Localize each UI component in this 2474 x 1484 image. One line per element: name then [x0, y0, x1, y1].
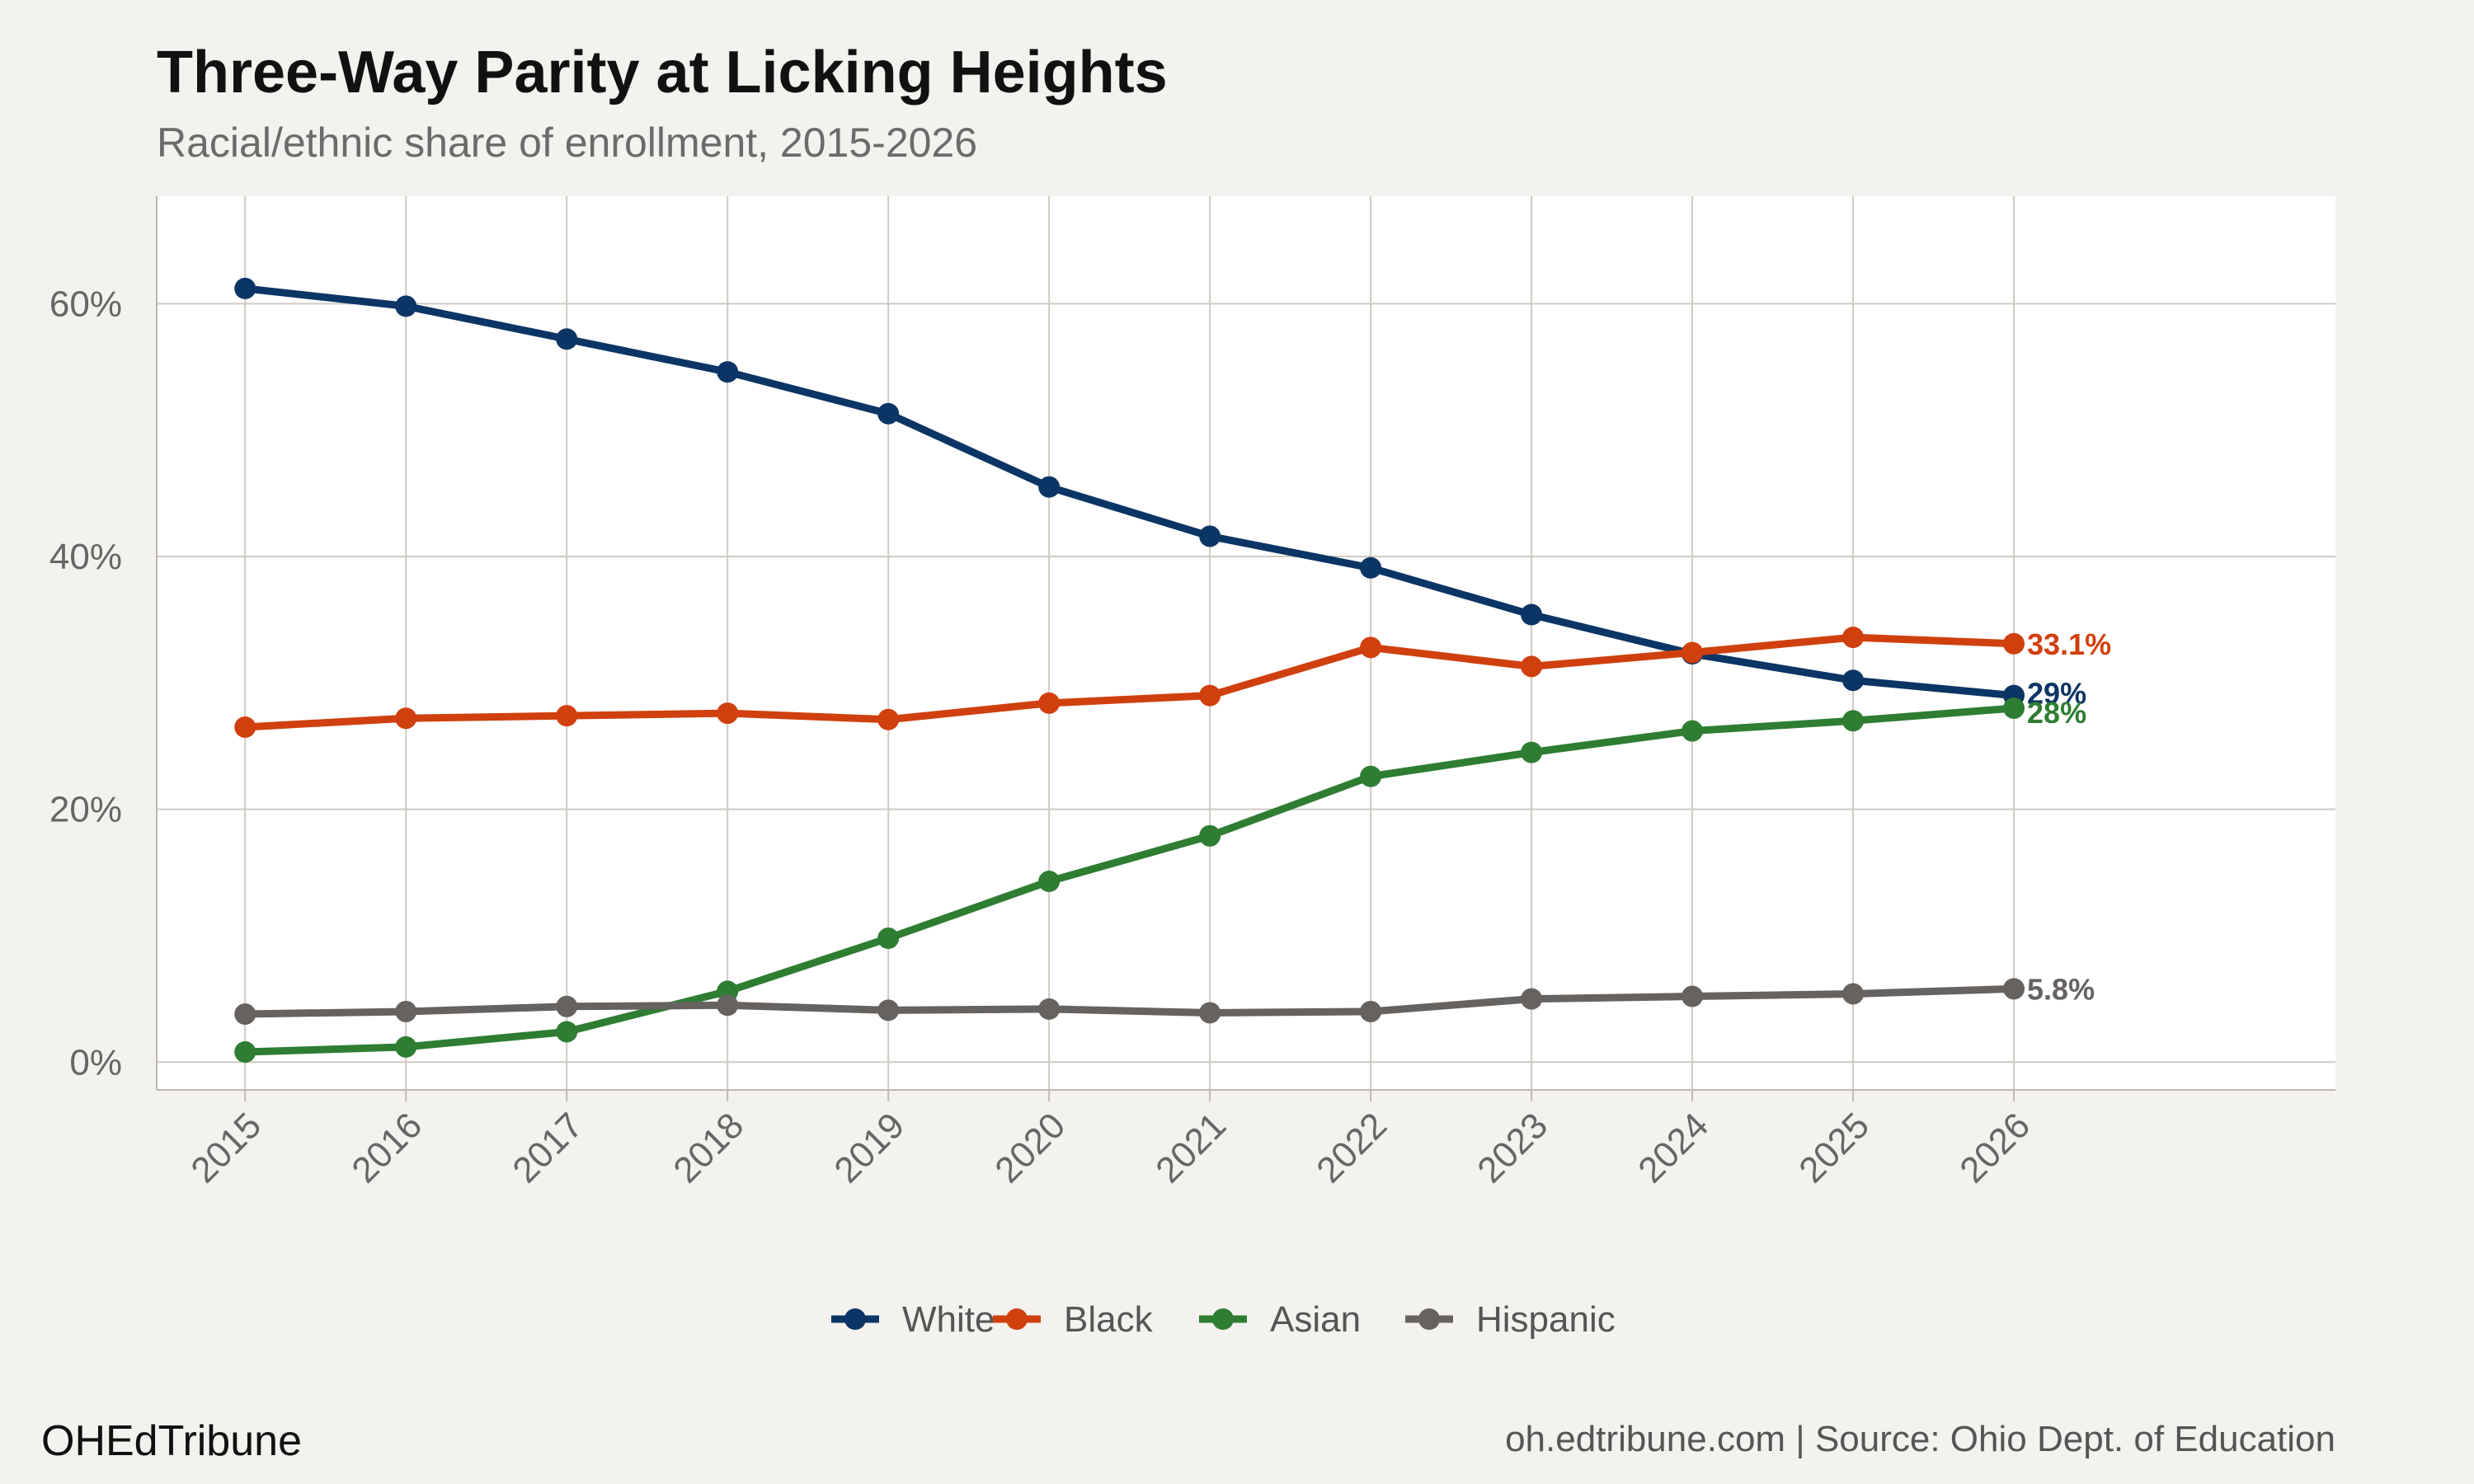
data-point-black	[556, 705, 578, 727]
data-point-hispanic	[2003, 978, 2025, 1000]
data-point-hispanic	[1681, 985, 1704, 1007]
series-line-white	[241, 284, 2018, 700]
data-point-asian	[1521, 741, 1543, 763]
data-point-white	[877, 402, 900, 425]
legend-label-black: Black	[1064, 1299, 1154, 1340]
legend-swatch-point	[1212, 1308, 1234, 1330]
chart-subtitle: Racial/ethnic share of enrollment, 2015-…	[157, 120, 977, 166]
data-point-black	[1681, 641, 1704, 664]
data-point-black	[2003, 632, 2025, 655]
data-point-black	[717, 702, 739, 725]
data-point-hispanic	[1360, 1000, 1382, 1022]
series-line-hispanic	[241, 984, 2018, 1018]
x-tick-label: 2024	[1630, 1105, 1716, 1190]
data-point-asian	[2003, 697, 2025, 719]
legend-item-white: White	[831, 1299, 995, 1340]
data-point-white	[1360, 556, 1382, 579]
brand-name: OHEdTribune	[41, 1417, 302, 1465]
x-tick-label: 2023	[1470, 1105, 1555, 1190]
end-labels: 29% 33.1% 28% 5.8%	[2027, 627, 2111, 1007]
x-tick-label: 2025	[1791, 1105, 1877, 1190]
data-point-hispanic	[1842, 983, 1865, 1005]
legend-label-hispanic: Hispanic	[1476, 1299, 1616, 1340]
legend-item-black: Black	[993, 1299, 1154, 1340]
data-point-asian	[234, 1041, 256, 1064]
legend: White Black Asian Hispanic	[831, 1299, 1616, 1340]
data-point-asian	[1681, 720, 1704, 742]
data-point-black	[1038, 692, 1061, 714]
x-tick-label: 2022	[1309, 1105, 1395, 1190]
data-point-asian	[1842, 710, 1865, 732]
data-point-asian	[395, 1036, 417, 1058]
x-tick-label: 2021	[1148, 1105, 1234, 1190]
data-point-hispanic	[1038, 998, 1061, 1020]
data-point-black	[234, 716, 256, 738]
series-line-asian	[241, 704, 2018, 1056]
x-tick-label: 2015	[183, 1105, 269, 1190]
data-point-hispanic	[1199, 1002, 1221, 1024]
data-point-asian	[556, 1021, 578, 1043]
data-point-asian	[1199, 824, 1221, 847]
end-label-hispanic: 5.8%	[2027, 972, 2095, 1006]
data-point-asian	[1360, 765, 1382, 787]
data-point-hispanic	[556, 995, 578, 1017]
x-tick-label: 2020	[987, 1105, 1073, 1190]
legend-item-hispanic: Hispanic	[1405, 1299, 1616, 1340]
data-point-black	[1360, 636, 1382, 659]
end-label-white: 29%	[2027, 677, 2086, 711]
source-note: oh.edtribune.com | Source: Ohio Dept. of…	[1505, 1419, 2335, 1459]
y-tick-label: 0%	[69, 1042, 122, 1082]
end-label-black: 33.1%	[2027, 627, 2111, 661]
legend-swatch-point	[844, 1308, 866, 1330]
data-point-white	[234, 277, 256, 299]
legend-item-asian: Asian	[1199, 1299, 1361, 1340]
data-point-black	[1199, 684, 1221, 707]
data-point-black	[877, 708, 900, 730]
data-point-asian	[1038, 871, 1061, 893]
x-tick-label: 2019	[826, 1105, 912, 1190]
x-tick-label: 2026	[1952, 1105, 2038, 1190]
legend-swatch-point	[1006, 1308, 1028, 1330]
y-tick-label: 20%	[49, 790, 122, 830]
data-point-hispanic	[717, 994, 739, 1017]
data-point-black	[395, 707, 417, 730]
data-point-hispanic	[234, 1003, 256, 1026]
data-point-white	[1842, 669, 1865, 692]
series-line-black	[241, 633, 2018, 731]
x-tick-label: 2017	[505, 1105, 590, 1190]
data-point-white	[395, 295, 417, 317]
data-point-hispanic	[877, 999, 900, 1021]
data-point-white	[1199, 525, 1221, 547]
data-point-white	[717, 361, 739, 383]
data-point-hispanic	[395, 1000, 417, 1022]
y-tick-label: 60%	[49, 284, 122, 324]
series-layer	[234, 277, 2025, 1064]
chart-title: Three-Way Parity at Licking Heights	[157, 40, 1168, 106]
legend-label-asian: Asian	[1270, 1299, 1361, 1340]
legend-swatch-point	[1418, 1308, 1440, 1330]
data-point-white	[556, 328, 578, 350]
legend-label-white: White	[902, 1299, 995, 1340]
end-label-asian: 28%	[2027, 696, 2086, 730]
x-tick-label: 2018	[666, 1105, 751, 1190]
data-point-asian	[877, 928, 900, 950]
data-point-black	[1842, 627, 1865, 649]
y-tick-label: 40%	[49, 537, 122, 577]
x-tick-label: 2016	[344, 1105, 430, 1190]
data-point-white	[1521, 603, 1543, 626]
data-point-white	[1038, 476, 1061, 498]
data-point-black	[1521, 655, 1543, 678]
data-point-hispanic	[1521, 988, 1543, 1010]
